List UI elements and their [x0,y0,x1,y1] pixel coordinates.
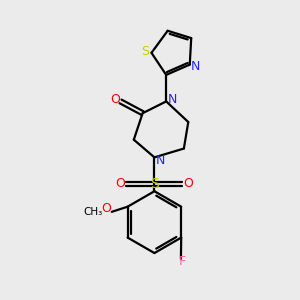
Text: F: F [179,255,186,268]
Text: S: S [142,45,150,58]
Text: N: N [191,60,200,73]
Text: CH₃: CH₃ [84,207,103,217]
Text: N: N [156,154,165,167]
Text: O: O [101,202,111,215]
Text: O: O [116,177,125,190]
Text: O: O [110,93,120,106]
Text: S: S [150,177,159,191]
Text: N: N [167,93,177,106]
Text: O: O [183,177,193,190]
